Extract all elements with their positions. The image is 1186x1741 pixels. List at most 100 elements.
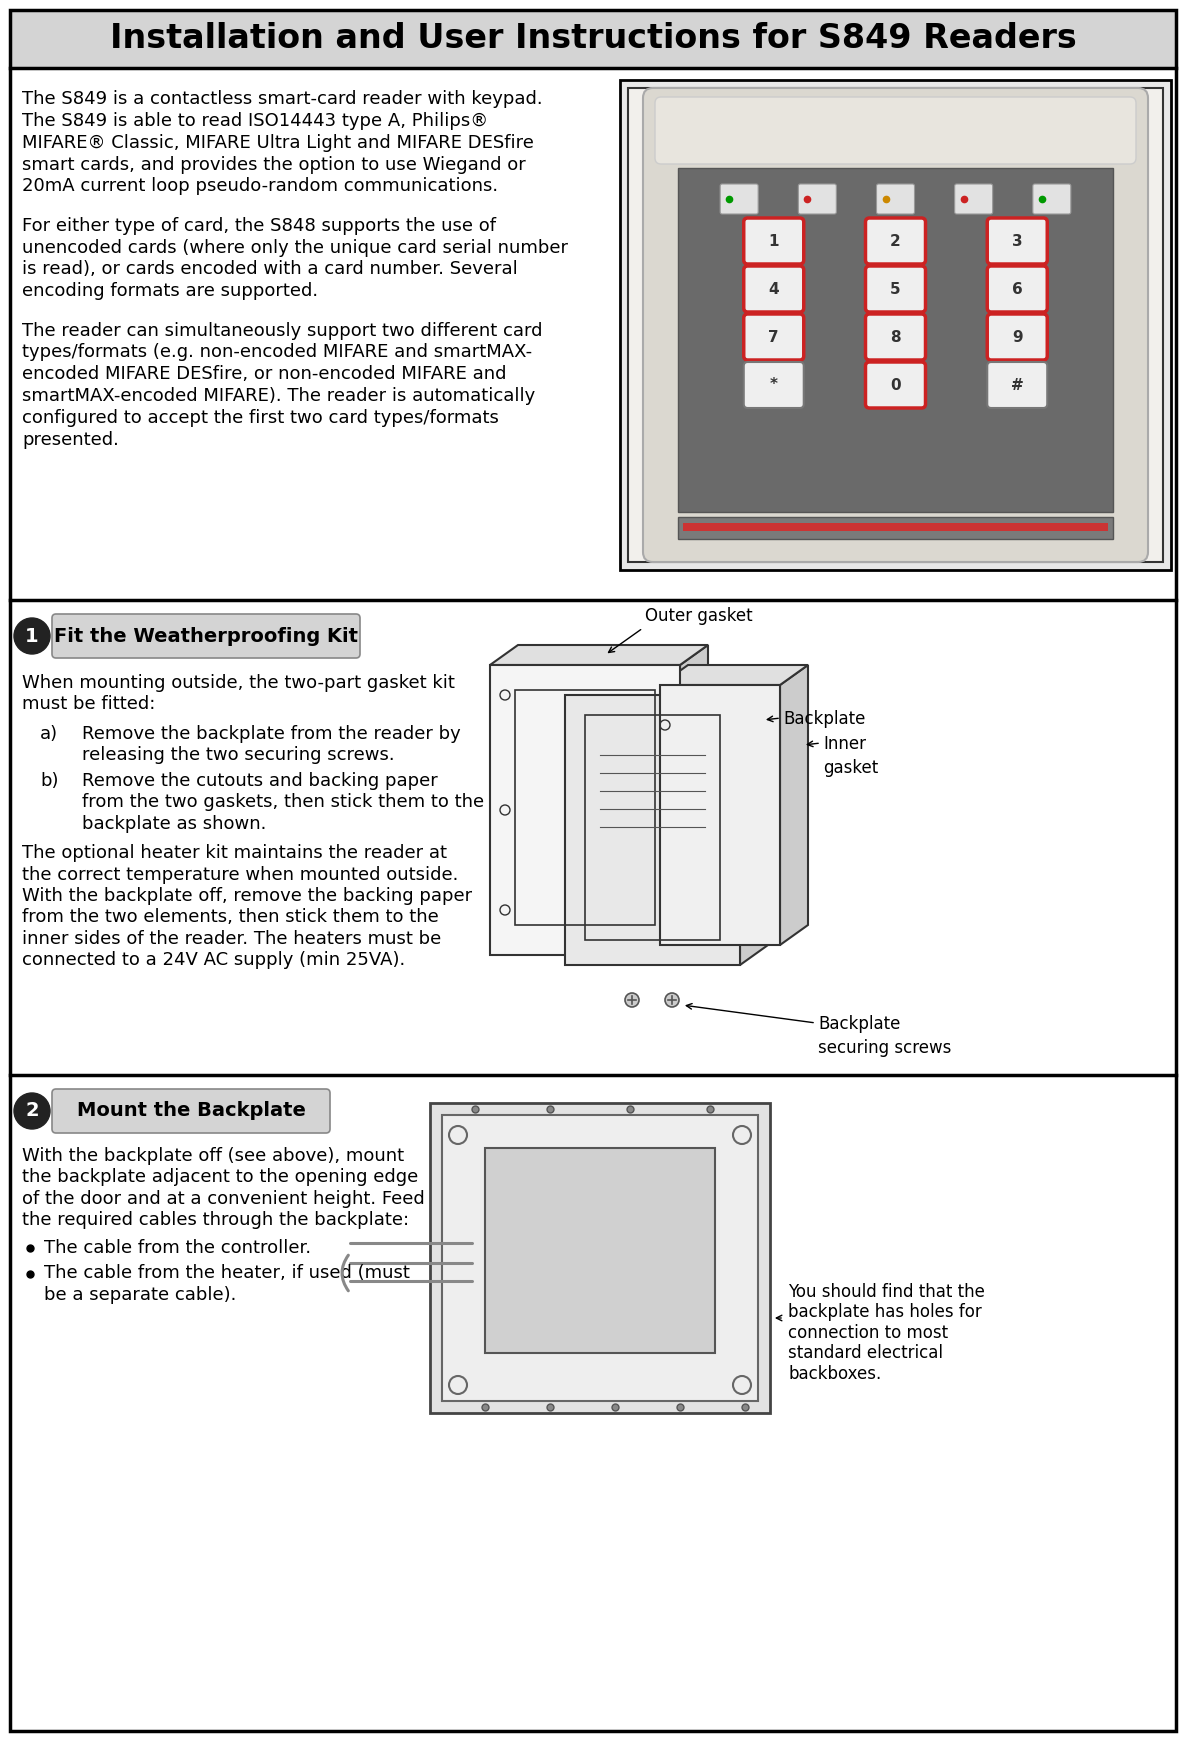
Text: For either type of card, the S848 supports the use of: For either type of card, the S848 suppor… [23,216,496,235]
FancyBboxPatch shape [744,266,804,312]
Polygon shape [680,644,708,956]
Text: connection to most: connection to most [788,1323,948,1342]
Bar [678,517,1112,540]
Text: 4: 4 [769,282,779,296]
Text: unencoded cards (where only the unique card serial number: unencoded cards (where only the unique c… [23,239,568,256]
FancyBboxPatch shape [866,362,925,407]
Text: *: * [770,378,778,392]
Text: Remove the backplate from the reader by: Remove the backplate from the reader by [82,724,460,743]
Text: 5: 5 [891,282,901,296]
FancyBboxPatch shape [866,266,925,312]
Text: 7: 7 [769,329,779,345]
Text: the required cables through the backplate:: the required cables through the backplat… [23,1212,409,1229]
Text: 1: 1 [769,233,779,249]
FancyBboxPatch shape [987,266,1047,312]
FancyBboxPatch shape [1033,185,1071,214]
Text: 2: 2 [891,233,901,249]
Text: You should find that the: You should find that the [788,1283,984,1301]
Text: standard electrical: standard electrical [788,1344,943,1361]
Text: The S849 is able to read ISO14443 type A, Philips®: The S849 is able to read ISO14443 type A… [23,111,489,131]
FancyBboxPatch shape [720,185,758,214]
Text: When mounting outside, the two-part gasket kit: When mounting outside, the two-part gask… [23,674,455,691]
Text: Installation and User Instructions for S849 Readers: Installation and User Instructions for S… [109,23,1077,56]
Text: 3: 3 [1012,233,1022,249]
Text: b): b) [40,771,58,790]
Circle shape [14,1093,50,1128]
Polygon shape [780,665,808,945]
Text: With the backplate off, remove the backing paper: With the backplate off, remove the backi… [23,888,472,905]
Text: 9: 9 [1012,329,1022,345]
Text: 20mA current loop pseudo-random communications.: 20mA current loop pseudo-random communic… [23,178,498,195]
Bar [9,10,1177,68]
Bar [431,1104,770,1414]
FancyBboxPatch shape [52,615,361,658]
Text: smart cards, and provides the option to use Wiegand or: smart cards, and provides the option to … [23,155,525,174]
Text: Backplate: Backplate [783,710,866,728]
Text: backplate has holes for: backplate has holes for [788,1304,982,1321]
Circle shape [665,992,680,1006]
Text: MIFARE® Classic, MIFARE Ultra Light and MIFARE DESfire: MIFARE® Classic, MIFARE Ultra Light and … [23,134,534,151]
Text: smartMAX-encoded MIFARE). The reader is automatically: smartMAX-encoded MIFARE). The reader is … [23,387,535,406]
Text: 1: 1 [25,627,39,646]
Text: The cable from the controller.: The cable from the controller. [44,1240,311,1257]
Polygon shape [740,676,769,965]
FancyBboxPatch shape [955,185,993,214]
Bar [683,522,1108,531]
Text: from the two elements, then stick them to the: from the two elements, then stick them t… [23,909,439,926]
FancyBboxPatch shape [866,218,925,265]
Text: connected to a 24V AC supply (min 25VA).: connected to a 24V AC supply (min 25VA). [23,951,406,970]
Text: inner sides of the reader. The heaters must be: inner sides of the reader. The heaters m… [23,930,441,947]
FancyBboxPatch shape [52,1090,330,1133]
FancyBboxPatch shape [655,97,1136,164]
Circle shape [625,992,639,1006]
Text: With the backplate off (see above), mount: With the backplate off (see above), moun… [23,1147,404,1165]
Polygon shape [565,695,740,965]
FancyBboxPatch shape [876,185,914,214]
Text: encoded MIFARE DESfire, or non-encoded MIFARE and: encoded MIFARE DESfire, or non-encoded M… [23,366,506,383]
Text: Backplate
securing screws: Backplate securing screws [818,1015,951,1057]
Polygon shape [490,665,680,956]
Text: be a separate cable).: be a separate cable). [44,1285,236,1304]
Text: 2: 2 [25,1102,39,1121]
FancyBboxPatch shape [744,313,804,360]
Text: The S849 is a contactless smart-card reader with keypad.: The S849 is a contactless smart-card rea… [23,91,543,108]
Text: presented.: presented. [23,430,119,449]
FancyBboxPatch shape [643,89,1148,562]
Text: must be fitted:: must be fitted: [23,695,155,714]
Bar [442,1114,758,1402]
Polygon shape [659,665,808,684]
Text: backplate as shown.: backplate as shown. [82,815,267,832]
Text: from the two gaskets, then stick them to the: from the two gaskets, then stick them to… [82,794,484,811]
Text: the correct temperature when mounted outside.: the correct temperature when mounted out… [23,865,458,884]
Text: backboxes.: backboxes. [788,1365,881,1382]
Bar [515,689,655,924]
FancyBboxPatch shape [798,185,836,214]
Text: types/formats (e.g. non-encoded MIFARE and smartMAX-: types/formats (e.g. non-encoded MIFARE a… [23,343,533,362]
FancyBboxPatch shape [987,313,1047,360]
Text: the backplate adjacent to the opening edge: the backplate adjacent to the opening ed… [23,1168,419,1186]
Bar [620,80,1171,569]
FancyBboxPatch shape [866,313,925,360]
Circle shape [14,618,50,655]
Polygon shape [659,684,780,945]
Text: The cable from the heater, if used (must: The cable from the heater, if used (must [44,1264,410,1283]
Bar [485,1147,715,1353]
FancyBboxPatch shape [987,362,1047,407]
FancyBboxPatch shape [987,218,1047,265]
Polygon shape [565,676,769,695]
FancyBboxPatch shape [744,362,804,407]
Bar [629,89,1163,562]
Text: 0: 0 [891,378,901,392]
Text: #: # [1010,378,1024,392]
Text: releasing the two securing screws.: releasing the two securing screws. [82,747,395,764]
Text: The reader can simultaneously support two different card: The reader can simultaneously support tw… [23,322,542,339]
Bar [585,716,720,940]
Text: The optional heater kit maintains the reader at: The optional heater kit maintains the re… [23,844,447,862]
FancyBboxPatch shape [744,218,804,265]
Text: Inner
gasket: Inner gasket [823,735,879,776]
Text: Remove the cutouts and backing paper: Remove the cutouts and backing paper [82,771,438,790]
Text: a): a) [40,724,58,743]
Text: Fit the Weatherproofing Kit: Fit the Weatherproofing Kit [55,627,358,646]
Text: encoding formats are supported.: encoding formats are supported. [23,282,318,299]
Bar [678,167,1112,512]
